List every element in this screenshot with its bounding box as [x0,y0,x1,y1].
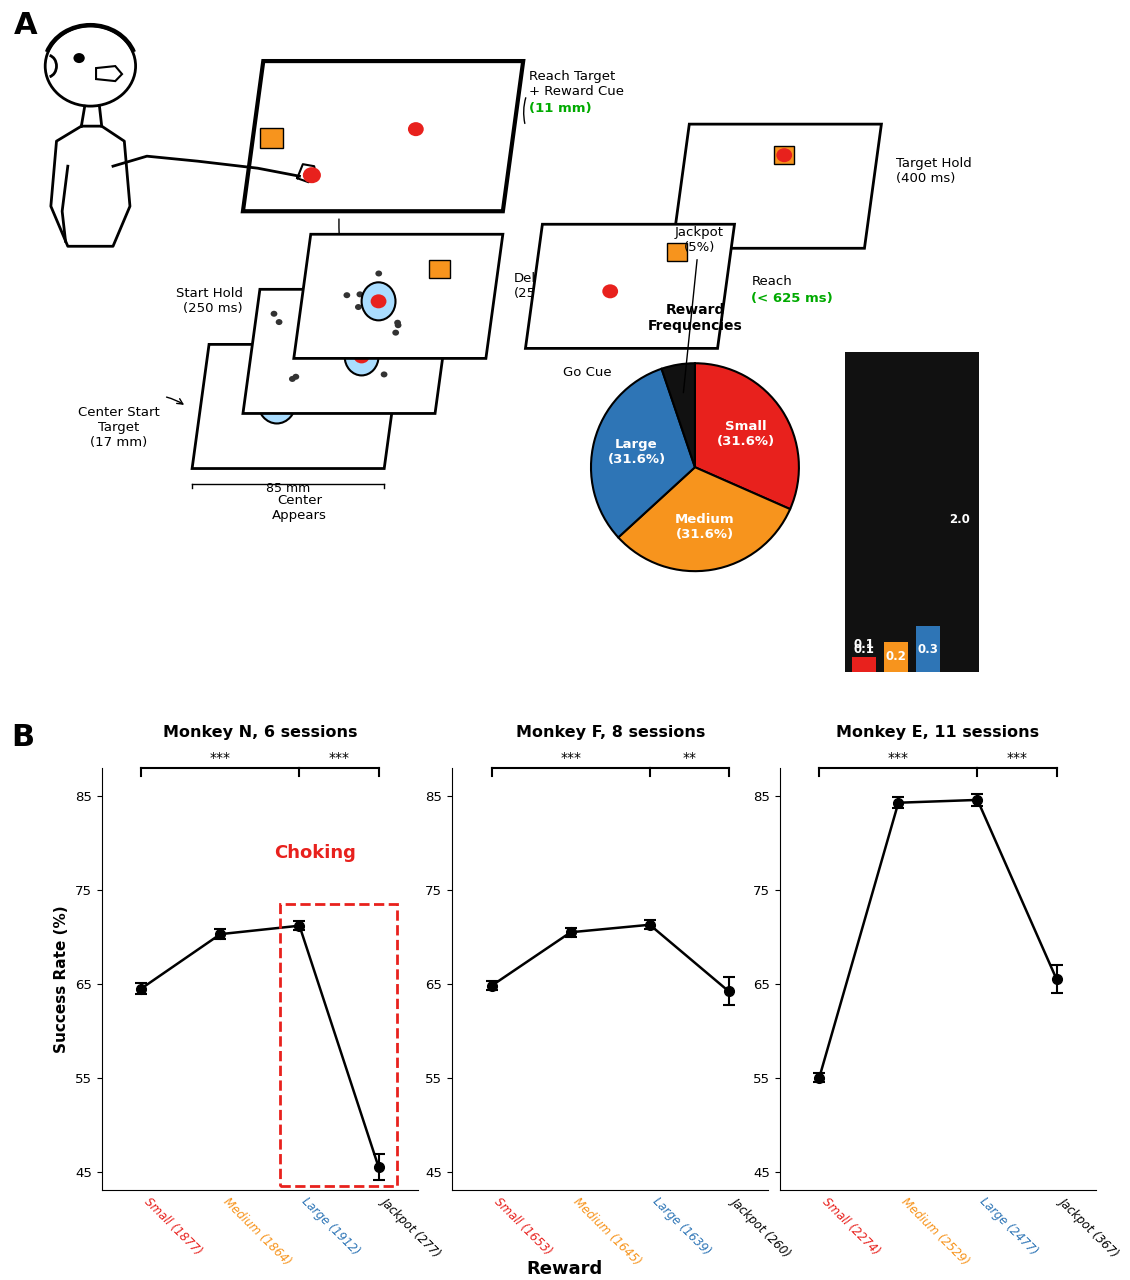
Text: 2.0: 2.0 [949,513,970,526]
Circle shape [293,374,299,380]
Circle shape [276,319,282,325]
Text: Delay
(250-550ms): Delay (250-550ms) [514,273,600,301]
Polygon shape [96,67,122,81]
Polygon shape [294,234,503,358]
FancyBboxPatch shape [774,146,794,164]
Title: Monkey E, 11 sessions: Monkey E, 11 sessions [836,726,1040,740]
Circle shape [367,340,374,347]
Text: **: ** [683,751,696,765]
Circle shape [344,292,350,298]
Circle shape [776,148,792,163]
Title: Reward
Frequencies: Reward Frequencies [647,303,742,333]
Wedge shape [618,467,790,571]
Polygon shape [525,224,734,348]
Circle shape [355,305,362,310]
Circle shape [394,320,401,325]
Circle shape [45,26,136,106]
Polygon shape [192,344,401,468]
Circle shape [394,323,401,328]
Text: Medium
(31.6%): Medium (31.6%) [675,513,735,540]
Text: Center Start
Target
(17 mm): Center Start Target (17 mm) [78,407,159,449]
Text: 0.3: 0.3 [918,643,938,655]
FancyBboxPatch shape [429,260,450,278]
FancyBboxPatch shape [667,243,687,261]
Text: ***: *** [560,751,581,765]
Text: (11 mm): (11 mm) [529,101,591,115]
Text: Start Hold
(250 ms): Start Hold (250 ms) [176,287,243,315]
Text: Target Hold
(400 ms): Target Hold (400 ms) [896,157,972,186]
FancyBboxPatch shape [260,128,282,148]
Text: 85 mm: 85 mm [266,481,311,494]
Circle shape [319,312,325,319]
Text: Choking: Choking [275,844,356,861]
Bar [948,367,972,672]
Text: + Reward Cue: + Reward Cue [529,84,624,97]
Text: Large
(31.6%): Large (31.6%) [608,438,666,466]
Text: 0.2: 0.2 [886,650,906,663]
Bar [852,657,876,672]
Circle shape [303,168,321,183]
Text: Hand Cursor
(6 mm): Hand Cursor (6 mm) [286,172,370,200]
Circle shape [356,292,363,297]
Circle shape [381,371,388,378]
Circle shape [602,284,618,298]
Circle shape [375,270,382,276]
Title: Monkey N, 6 sessions: Monkey N, 6 sessions [163,726,357,740]
Wedge shape [695,364,799,509]
Text: Center
Appears: Center Appears [272,494,327,521]
Circle shape [373,310,380,316]
Text: Reward: Reward [527,1260,603,1277]
Circle shape [408,122,424,136]
Text: Reach Target: Reach Target [529,69,615,83]
Ellipse shape [345,338,379,375]
Circle shape [73,52,85,63]
Ellipse shape [362,283,396,320]
Polygon shape [243,61,523,211]
Title: Monkey F, 8 sessions: Monkey F, 8 sessions [515,726,705,740]
Bar [884,641,907,672]
Circle shape [371,294,386,308]
Polygon shape [243,289,452,413]
Title: Reward
Magnitudes
(mL): Reward Magnitudes (mL) [871,307,953,351]
Y-axis label: Success Rate (%): Success Rate (%) [54,905,69,1053]
Text: Go Cue: Go Cue [563,366,612,379]
Text: ***: *** [329,751,349,765]
Wedge shape [591,369,695,538]
Polygon shape [672,124,881,248]
Text: B: B [11,723,34,753]
Ellipse shape [258,379,296,424]
Circle shape [270,311,277,316]
Bar [916,626,940,672]
Circle shape [392,330,399,335]
Circle shape [289,376,296,381]
Text: Reach: Reach [751,275,792,288]
Text: ***: *** [210,751,231,765]
Text: A: A [14,12,37,40]
Text: Time: Time [293,352,322,384]
Text: ***: *** [1007,751,1027,765]
Text: 0.1: 0.1 [854,643,875,655]
Text: ***: *** [888,751,909,765]
Circle shape [349,332,356,338]
Text: Small
(31.6%): Small (31.6%) [716,420,774,448]
Text: 0.1: 0.1 [854,637,875,650]
Wedge shape [661,364,695,467]
Text: Jackpot
(5%): Jackpot (5%) [675,227,723,393]
Text: (< 625 ms): (< 625 ms) [751,292,833,305]
Circle shape [354,349,370,364]
